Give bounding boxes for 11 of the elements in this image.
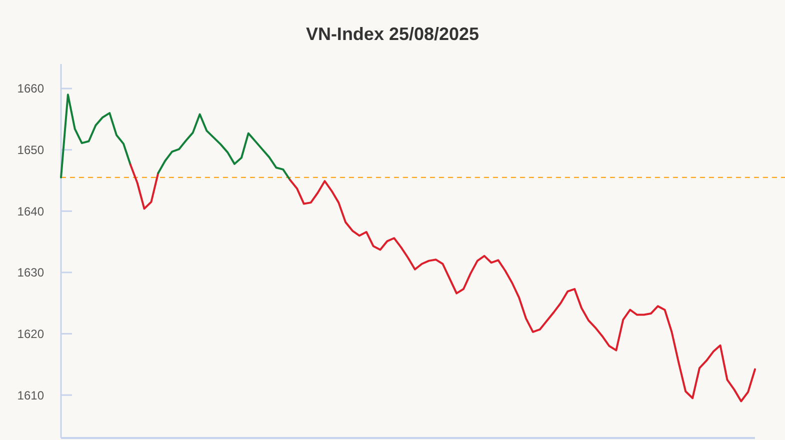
y-tick-label: 1620 xyxy=(17,326,44,341)
line-series xyxy=(60,94,132,178)
chart-title: VN-Index 25/08/2025 xyxy=(306,24,480,44)
y-tick-label: 1610 xyxy=(17,388,44,402)
y-tick-label: 1630 xyxy=(17,266,44,280)
line-series xyxy=(129,164,160,210)
y-tick-label: 1650 xyxy=(17,143,44,158)
y-tick-label: 1660 xyxy=(17,82,44,96)
line-series xyxy=(157,113,292,181)
y-tick-label: 1640 xyxy=(17,204,44,218)
line-series xyxy=(289,178,756,402)
